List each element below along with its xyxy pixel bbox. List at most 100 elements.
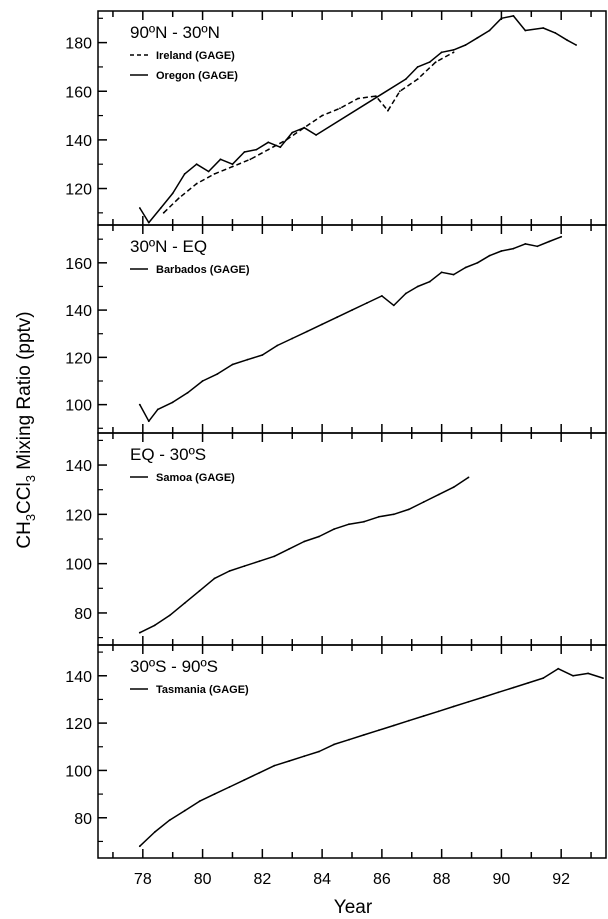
data-point (138, 403, 141, 406)
data-point (279, 146, 282, 149)
data-point (255, 148, 258, 151)
data-point (231, 363, 234, 366)
y-tick-label: 160 (65, 84, 92, 101)
data-point (536, 245, 539, 248)
data-point (216, 373, 219, 375)
data-point (557, 667, 560, 670)
data-point (228, 786, 231, 788)
data-point (437, 493, 440, 496)
data-point (243, 779, 246, 781)
data-point (476, 36, 479, 39)
data-point (303, 126, 306, 129)
y-tick-label: 100 (65, 398, 92, 415)
data-point (527, 682, 530, 684)
data-point (542, 677, 545, 679)
data-point (153, 624, 156, 627)
legend-entry-tasmania-gage: Tasmania (GAGE) (156, 684, 249, 696)
data-point (186, 391, 189, 394)
panel-title: 30ºS - 90ºS (130, 657, 218, 676)
data-point (467, 476, 470, 479)
data-point (488, 29, 491, 32)
y-tick-label: 160 (65, 256, 92, 273)
y-tick-label: 140 (65, 303, 92, 320)
panel-frame (97, 644, 607, 859)
data-point (357, 97, 359, 100)
data-point (366, 302, 368, 304)
data-point (303, 540, 306, 543)
legend-entry-barbados-gage: Barbados (GAGE) (156, 264, 250, 276)
data-point (452, 49, 455, 51)
data-point (404, 292, 407, 295)
data-point (138, 631, 141, 634)
data-point (267, 141, 270, 144)
data-point (363, 734, 365, 736)
data-point (464, 266, 467, 269)
data-point (482, 696, 485, 698)
data-point (261, 354, 264, 356)
data-point (183, 809, 186, 812)
panel-3: 80 100 120 140 EQ - 30ºS Samoa (GAGE) (65, 432, 607, 646)
y-tick-label: 140 (65, 458, 92, 475)
data-point (291, 131, 294, 134)
data-point (318, 535, 320, 538)
data-point (416, 66, 419, 68)
data-point (231, 163, 234, 166)
data-point (500, 250, 503, 252)
data-point (542, 27, 545, 29)
data-point (198, 589, 201, 592)
data-point (243, 565, 246, 567)
data-point (162, 211, 165, 214)
x-tick-label: 86 (373, 871, 391, 888)
data-point (183, 173, 186, 175)
data-point (213, 577, 216, 580)
data-point (363, 520, 365, 523)
data-point (207, 170, 210, 173)
data-point (524, 243, 527, 245)
data-point (512, 247, 515, 250)
data-point (381, 295, 383, 297)
data-point (138, 207, 141, 209)
y-tick-label: 120 (65, 182, 92, 199)
data-point (398, 90, 401, 93)
data-point (156, 408, 159, 411)
x-tick-label: 88 (433, 871, 451, 888)
y-tick-label: 120 (65, 507, 92, 524)
chart-panels: 120 140 160 180 90ºN - 30ºN Ireland (GAGE) Ore… (65, 10, 607, 859)
legend-entry-ireland-gage: Ireland (GAGE) (156, 50, 235, 62)
y-tick-label: 180 (65, 36, 92, 53)
data-point (333, 743, 335, 746)
data-point (315, 134, 317, 136)
data-point (147, 221, 150, 224)
y-tick-label: 120 (65, 350, 92, 367)
y-axis-title: CH3CCl3 Mixing Ratio (pptv) (14, 311, 38, 548)
data-point (195, 182, 198, 185)
data-point (566, 39, 569, 42)
data-point (333, 528, 335, 530)
x-axis-title: Year (334, 897, 373, 918)
data-point (303, 755, 306, 758)
data-point (392, 304, 395, 307)
data-point (440, 271, 443, 274)
data-point (500, 17, 503, 20)
data-point (378, 729, 380, 732)
y-tick-label: 120 (65, 716, 92, 733)
y-tick-label: 100 (65, 763, 92, 780)
panel-title: 90ºN - 30ºN (130, 23, 220, 42)
data-point (488, 254, 491, 257)
data-point (378, 515, 380, 518)
data-point (392, 724, 395, 727)
x-tick-label: 78 (134, 871, 152, 888)
data-point (575, 44, 577, 46)
x-tick-label: 80 (194, 871, 212, 888)
data-point (159, 207, 162, 209)
data-point (587, 672, 589, 675)
data-point (512, 15, 515, 17)
data-point (147, 420, 150, 423)
y-tick-label: 100 (65, 557, 92, 574)
data-point (387, 109, 389, 112)
data-point (407, 719, 410, 722)
series-line-samoa-gage (139, 476, 469, 634)
data-point (153, 831, 156, 833)
data-point (201, 380, 204, 382)
